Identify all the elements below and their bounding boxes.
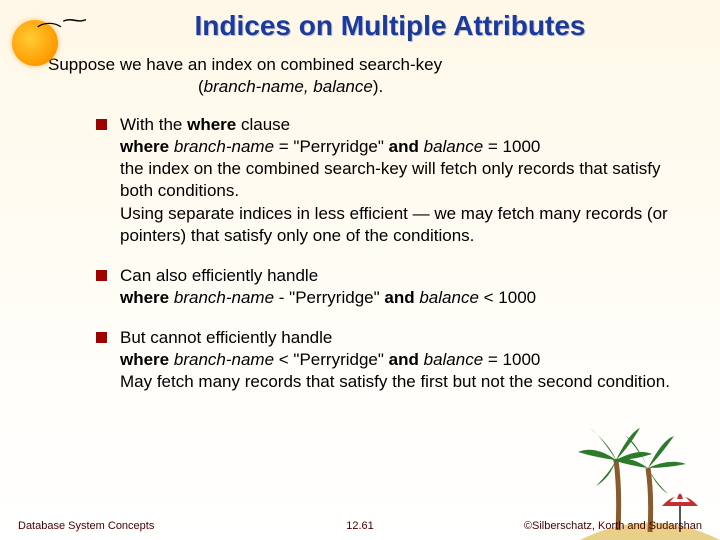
intro-line1: Suppose we have an index on combined sea…	[48, 54, 680, 76]
bullet-item: With the where clausewhere branch-name =…	[96, 114, 680, 247]
bird-icon: ︵⁓	[37, 6, 87, 32]
bullet-item: But cannot efficiently handlewhere branc…	[96, 327, 680, 393]
bullet-item: Can also efficiently handlewhere branch-…	[96, 265, 680, 309]
footer-right: ©Silberschatz, Korth and Sudarshan	[524, 520, 702, 532]
bullet-list: With the where clausewhere branch-name =…	[96, 114, 680, 393]
footer-left: Database System Concepts	[18, 520, 154, 532]
slide: ︵⁓ Indices on Multiple Attributes Suppos…	[0, 0, 720, 540]
slide-title: Indices on Multiple Attributes	[100, 10, 680, 42]
footer-center: 12.61	[346, 520, 374, 532]
footer: Database System Concepts 12.61 ©Silbersc…	[0, 520, 720, 532]
intro-text: Suppose we have an index on combined sea…	[48, 54, 680, 98]
intro-line2: (branch-name, balance).	[48, 76, 680, 98]
